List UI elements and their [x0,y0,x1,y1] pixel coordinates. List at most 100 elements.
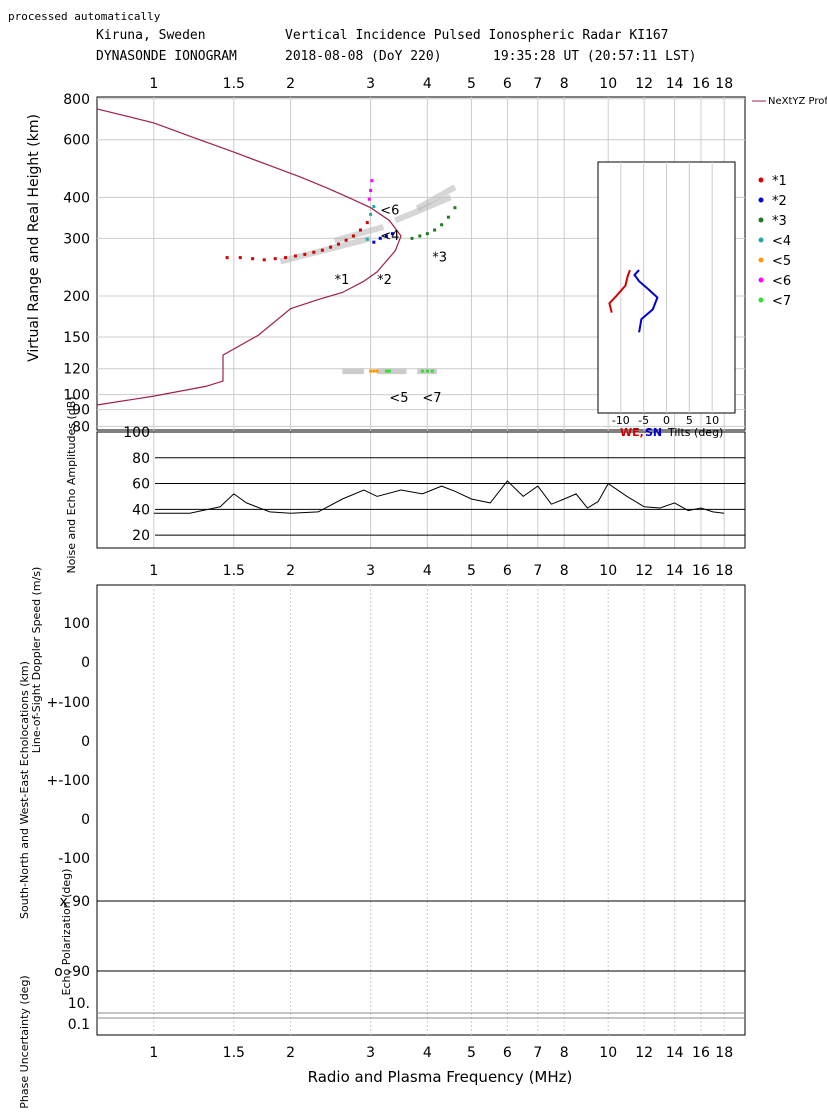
tilts-we-label: WE, [620,426,644,439]
x-tick-label-top: 7 [533,76,542,92]
data-point-*1 [225,256,229,260]
data-point-<5 [372,369,376,373]
data-point-*1 [320,248,324,252]
data-point-*3 [410,236,414,240]
legend-label: <5 [772,254,791,269]
x-tick-label-mid: 10 [599,563,617,579]
tilts-we-line [608,269,631,313]
echo-trace [333,224,385,244]
x-tick-label-bottom: 3 [366,1045,375,1061]
lower-tick-label: 10. [68,996,90,1012]
trace-annotation: *1 [335,273,350,288]
amp-tick-label: 100 [123,425,150,441]
legend-marker [758,237,764,243]
trace-annotation: *3 [432,250,447,265]
x-tick-label-mid: 18 [715,563,733,579]
data-point-*1 [365,221,369,225]
data-point-<7 [387,369,391,373]
data-point-<7 [430,369,434,373]
amp-tick-label: 20 [132,528,150,544]
legend-marker [758,257,764,263]
x-tick-label-top: 6 [503,76,512,92]
data-point-*3 [453,206,457,210]
x-tick-label-mid: 1 [149,563,158,579]
data-point-<7 [420,369,424,373]
data-point-<5 [375,369,379,373]
y-tick-label: 600 [63,133,90,149]
lower-tick-label: 0.1 [68,1017,90,1033]
x-tick-label-mid: 3 [366,563,375,579]
tilts-tick-label: 10 [705,414,719,427]
tilts-suffix-label: Tilts (deg) [667,426,723,439]
data-point-*1 [251,257,255,261]
y-tick-label: 400 [63,190,90,206]
y-tick-label: 200 [63,289,90,305]
legend-profile-label: NeXtYZ Profile and Uncertainties [768,96,827,107]
data-point-*3 [446,215,450,219]
data-point-<4 [372,205,376,209]
x-tick-label-top: 16 [692,76,710,92]
y-tick-label: 80 [72,419,90,435]
x-tick-label-bottom: 5 [467,1045,476,1061]
frequency-xlabel: Radio and Plasma Frequency (MHz) [308,1068,573,1086]
legend-marker [758,177,764,183]
legend-label: <6 [772,274,791,289]
station-name: Kiruna, Sweden [96,28,206,43]
y-tick-label: 120 [63,362,90,378]
x-tick-label-top: 18 [715,76,733,92]
x-tick-label-mid: 16 [692,563,710,579]
data-point-*1 [293,254,297,258]
legend-marker [758,297,764,303]
amplitude-ylabel: Noise and Echo Amplitudes (dB) [65,396,78,573]
data-point-<6 [370,179,374,183]
polarization-ylabel: Echo Polarization (deg) [60,869,73,996]
data-point-*2 [372,240,376,244]
tilts-sn-line [633,269,659,333]
x-tick-label-bottom: 7 [533,1045,542,1061]
lower-tick-label: o -90 [54,964,90,980]
data-point-*1 [262,258,266,262]
amp-tick-label: 40 [132,502,150,518]
data-point-*3 [418,234,422,238]
x-tick-label-bottom: 16 [692,1045,710,1061]
x-tick-label-mid: 2 [286,563,295,579]
data-point-*1 [351,234,355,238]
processed-note: processed automatically [8,10,161,23]
x-tick-label-mid: 8 [560,563,569,579]
data-point-<7 [425,369,429,373]
x-tick-label-bottom: 1.5 [223,1045,245,1061]
amplitude-frame [96,431,746,549]
x-tick-label-bottom: 18 [715,1045,733,1061]
trace-annotation: <7 [422,391,441,406]
data-point-*2 [378,236,382,240]
x-tick-label-bottom: 4 [423,1045,432,1061]
lower-tick-label: +-100 [46,773,90,789]
x-tick-label-bottom: 6 [503,1045,512,1061]
noise-line [153,480,725,514]
tilts-sn-label: SN [645,426,662,439]
lower-tick-label: -100 [58,851,90,867]
x-tick-label-bottom: 1 [149,1045,158,1061]
data-point-*3 [440,223,444,227]
legend-label: *2 [772,194,787,209]
x-tick-label-top: 1.5 [223,76,245,92]
data-point-*3 [425,232,429,236]
y-tick-label: 100 [63,388,90,404]
x-tick-label-mid: 7 [533,563,542,579]
date-label: 2018-08-08 (DoY 220) [285,49,442,64]
data-point-*1 [303,252,307,256]
data-point-<4 [365,237,369,241]
data-point-*1 [358,228,362,232]
phase-ylabel: Phase Uncertainty (deg) [18,975,31,1108]
legend-label: <7 [772,294,791,309]
x-tick-label-top: 4 [423,76,432,92]
legend-marker [758,217,764,223]
data-point-*3 [433,228,437,232]
data-point-*1 [312,250,316,254]
y-tick-label: 90 [72,403,90,419]
x-tick-label-top: 1 [149,76,158,92]
y-tick-label: 800 [63,92,90,108]
doppler-ylabel: Line-of-Sight Doppler Speed (m/s) [30,567,43,754]
trace-annotation: <5 [389,391,408,406]
